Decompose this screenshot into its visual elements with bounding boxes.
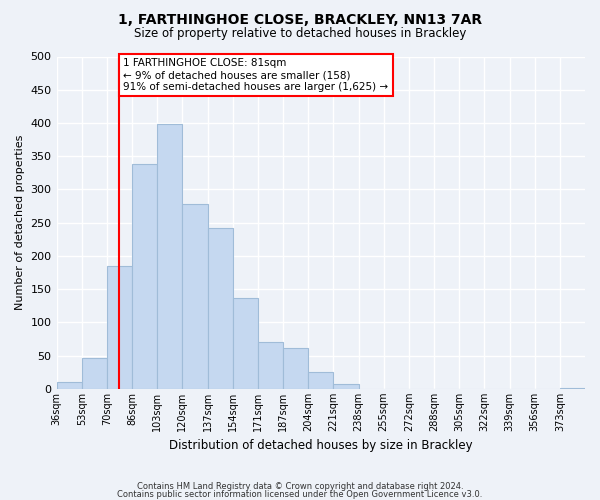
Bar [132, 164, 157, 389]
Bar [308, 372, 334, 389]
Bar [283, 348, 308, 389]
Bar [157, 124, 182, 389]
Bar [208, 228, 233, 389]
Text: Size of property relative to detached houses in Brackley: Size of property relative to detached ho… [134, 28, 466, 40]
X-axis label: Distribution of detached houses by size in Brackley: Distribution of detached houses by size … [169, 440, 473, 452]
Y-axis label: Number of detached properties: Number of detached properties [15, 135, 25, 310]
Bar [560, 388, 585, 389]
Bar [56, 382, 82, 389]
Bar [107, 266, 132, 389]
Bar [334, 384, 359, 389]
Bar [182, 204, 208, 389]
Bar [233, 298, 258, 389]
Text: 1 FARTHINGHOE CLOSE: 81sqm
← 9% of detached houses are smaller (158)
91% of semi: 1 FARTHINGHOE CLOSE: 81sqm ← 9% of detac… [123, 58, 388, 92]
Text: Contains public sector information licensed under the Open Government Licence v3: Contains public sector information licen… [118, 490, 482, 499]
Bar [82, 358, 107, 389]
Bar [258, 342, 283, 389]
Text: 1, FARTHINGHOE CLOSE, BRACKLEY, NN13 7AR: 1, FARTHINGHOE CLOSE, BRACKLEY, NN13 7AR [118, 12, 482, 26]
Text: Contains HM Land Registry data © Crown copyright and database right 2024.: Contains HM Land Registry data © Crown c… [137, 482, 463, 491]
